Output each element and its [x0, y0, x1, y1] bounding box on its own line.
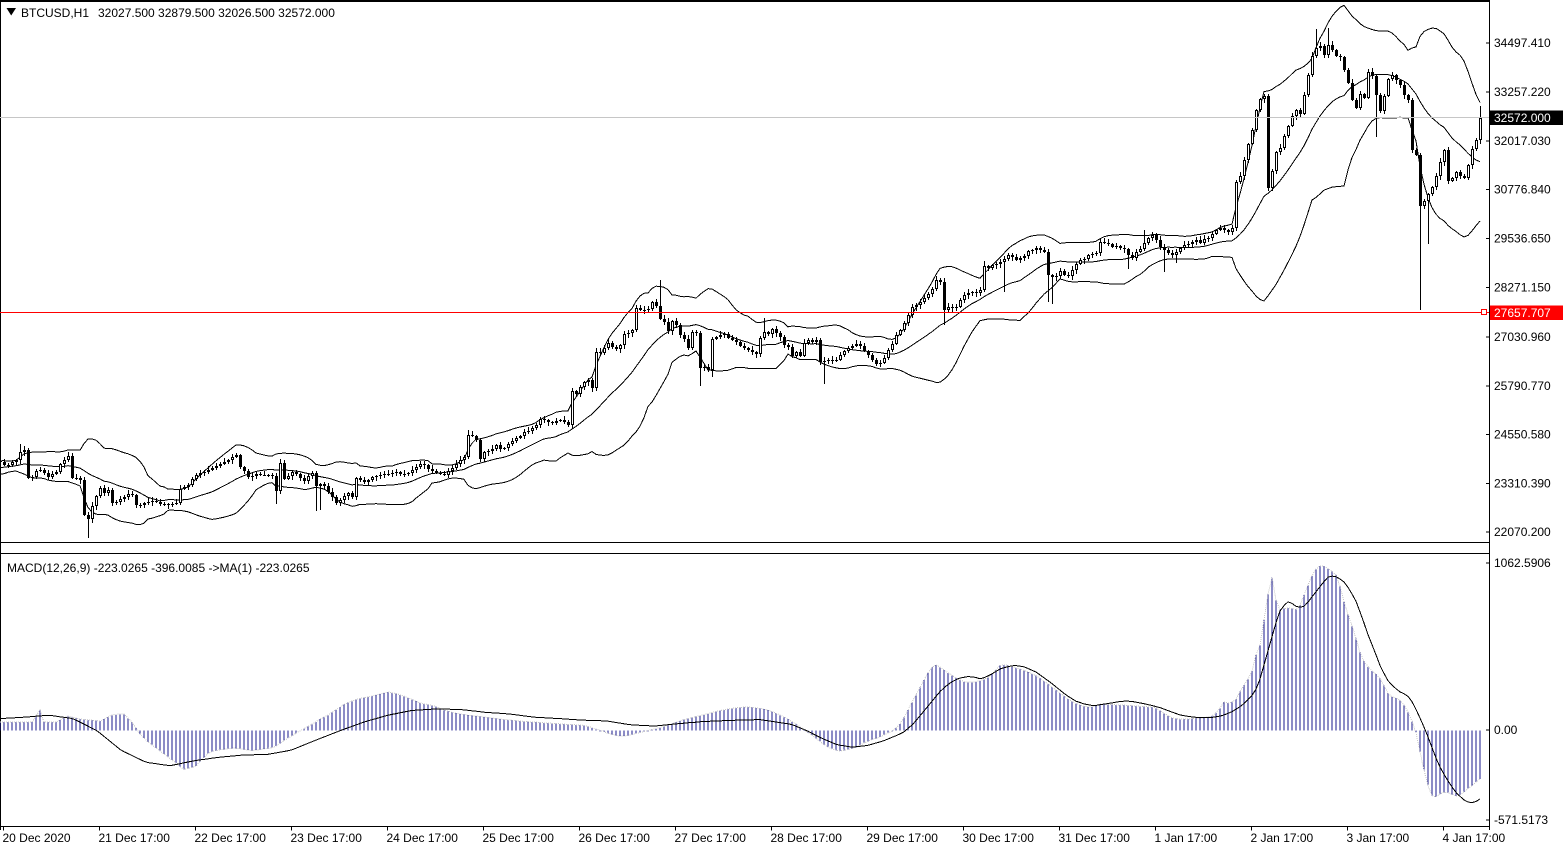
svg-text:1062.5906: 1062.5906: [1494, 556, 1551, 570]
svg-text:BTCUSD,H1: BTCUSD,H1: [21, 6, 89, 20]
svg-text:25790.770: 25790.770: [1494, 379, 1551, 393]
svg-text:0.00: 0.00: [1494, 723, 1518, 737]
svg-text:4 Jan 17:00: 4 Jan 17:00: [1443, 831, 1506, 845]
svg-text:30776.840: 30776.840: [1494, 183, 1551, 197]
svg-text:32027.500 32879.500 32026.500: 32027.500 32879.500 32026.500 32572.000: [98, 6, 335, 20]
svg-text:30 Dec 17:00: 30 Dec 17:00: [963, 831, 1035, 845]
svg-text:22 Dec 17:00: 22 Dec 17:00: [195, 831, 267, 845]
svg-text:MACD(12,26,9) -223.0265 -396.0: MACD(12,26,9) -223.0265 -396.0085 ->MA(1…: [7, 561, 310, 575]
svg-text:3 Jan 17:00: 3 Jan 17:00: [1347, 831, 1410, 845]
svg-text:29 Dec 17:00: 29 Dec 17:00: [867, 831, 939, 845]
svg-text:32017.030: 32017.030: [1494, 134, 1551, 148]
svg-text:34497.410: 34497.410: [1494, 36, 1551, 50]
svg-text:1 Jan 17:00: 1 Jan 17:00: [1155, 831, 1218, 845]
svg-text:26 Dec 17:00: 26 Dec 17:00: [579, 831, 651, 845]
svg-text:25 Dec 17:00: 25 Dec 17:00: [483, 831, 555, 845]
svg-text:33257.220: 33257.220: [1494, 85, 1551, 99]
svg-text:24550.580: 24550.580: [1494, 428, 1551, 442]
svg-text:29536.650: 29536.650: [1494, 231, 1551, 245]
svg-text:27030.960: 27030.960: [1494, 330, 1551, 344]
svg-text:23 Dec 17:00: 23 Dec 17:00: [291, 831, 363, 845]
svg-text:24 Dec 17:00: 24 Dec 17:00: [387, 831, 459, 845]
svg-text:20 Dec 2020: 20 Dec 2020: [3, 831, 71, 845]
svg-text:22070.200: 22070.200: [1494, 525, 1551, 539]
svg-text:27657.707: 27657.707: [1494, 306, 1551, 320]
svg-text:2 Jan 17:00: 2 Jan 17:00: [1251, 831, 1314, 845]
svg-text:28271.150: 28271.150: [1494, 281, 1551, 295]
svg-text:23310.390: 23310.390: [1494, 476, 1551, 490]
svg-text:32572.000: 32572.000: [1494, 111, 1551, 125]
svg-text:27 Dec 17:00: 27 Dec 17:00: [675, 831, 747, 845]
svg-text:28 Dec 17:00: 28 Dec 17:00: [771, 831, 843, 845]
svg-text:-571.5173: -571.5173: [1494, 813, 1548, 827]
svg-text:21 Dec 17:00: 21 Dec 17:00: [99, 831, 171, 845]
svg-text:31 Dec 17:00: 31 Dec 17:00: [1059, 831, 1131, 845]
